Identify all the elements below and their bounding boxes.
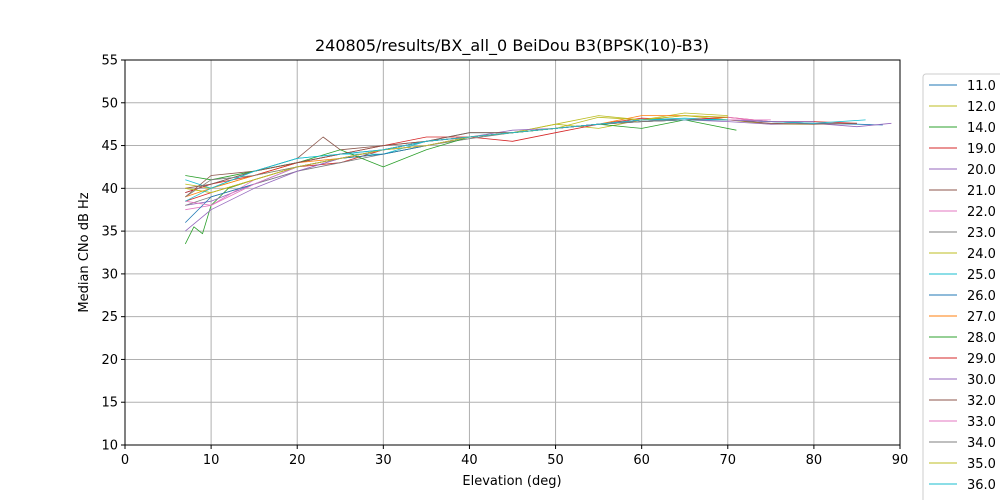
series-line-35.0 bbox=[185, 115, 728, 194]
legend-label: 22.0 bbox=[967, 205, 996, 220]
legend: 11.0 12.0 14.0 19.0 20.0 21.0 22.0 23.0 24.0 25.0… bbox=[922, 73, 1000, 500]
legend-label: 11.0 bbox=[967, 79, 996, 94]
legend-label: 20.0 bbox=[967, 163, 996, 178]
y-axis-title: Median CNo dB Hz bbox=[77, 192, 92, 312]
legend-label: 34.0 bbox=[967, 436, 996, 451]
legend-label: 28.0 bbox=[967, 331, 996, 346]
series-line-36.0 bbox=[185, 119, 728, 202]
legend-label: 14.0 bbox=[967, 121, 996, 136]
series-layer bbox=[184, 112, 892, 245]
x-axis: 0 10 20 30 40 50 60 70 80 90 bbox=[121, 445, 908, 468]
legend-label: 32.0 bbox=[967, 394, 996, 409]
legend-label: 25.0 bbox=[967, 268, 996, 283]
y-tick-label: 40 bbox=[101, 182, 118, 197]
x-tick-label: 30 bbox=[375, 453, 392, 468]
legend-box bbox=[922, 73, 1000, 500]
y-tick-label: 25 bbox=[101, 310, 118, 325]
legend-label: 12.0 bbox=[967, 100, 996, 115]
legend-label: 23.0 bbox=[967, 226, 996, 241]
x-tick-label: 60 bbox=[633, 453, 650, 468]
legend-label: 36.0 bbox=[967, 478, 996, 493]
y-tick-label: 45 bbox=[101, 139, 118, 154]
legend-label: 29.0 bbox=[967, 352, 996, 367]
x-tick-label: 40 bbox=[461, 453, 478, 468]
y-tick-label: 10 bbox=[101, 439, 118, 454]
x-tick-label: 20 bbox=[289, 453, 306, 468]
y-tick-label: 15 bbox=[101, 396, 118, 411]
x-tick-label: 10 bbox=[203, 453, 220, 468]
y-tick-label: 35 bbox=[101, 225, 118, 240]
legend-label: 33.0 bbox=[967, 415, 996, 430]
legend-label: 26.0 bbox=[967, 289, 996, 304]
x-tick-label: 90 bbox=[892, 453, 909, 468]
y-axis: 10 15 20 25 30 35 40 45 50 55 bbox=[101, 54, 125, 454]
plot-frame bbox=[124, 59, 901, 446]
x-tick-label: 80 bbox=[806, 453, 823, 468]
x-axis-title: Elevation (deg) bbox=[462, 474, 561, 489]
legend-label: 35.0 bbox=[967, 457, 996, 472]
y-tick-label: 50 bbox=[101, 96, 118, 111]
legend-label: 21.0 bbox=[967, 184, 996, 199]
y-tick-label: 30 bbox=[101, 267, 118, 282]
legend-label: 19.0 bbox=[967, 142, 996, 157]
legend-label: 30.0 bbox=[967, 373, 996, 388]
chart-title: 240805/results/BX_all_0 BeiDou B3(BPSK(1… bbox=[315, 36, 709, 56]
y-tick-label: 55 bbox=[101, 54, 118, 69]
x-tick-label: 0 bbox=[121, 453, 129, 468]
x-tick-label: 70 bbox=[720, 453, 737, 468]
y-tick-label: 20 bbox=[101, 353, 118, 368]
legend-label: 24.0 bbox=[967, 247, 996, 262]
x-tick-label: 50 bbox=[547, 453, 564, 468]
legend-label: 27.0 bbox=[967, 310, 996, 325]
